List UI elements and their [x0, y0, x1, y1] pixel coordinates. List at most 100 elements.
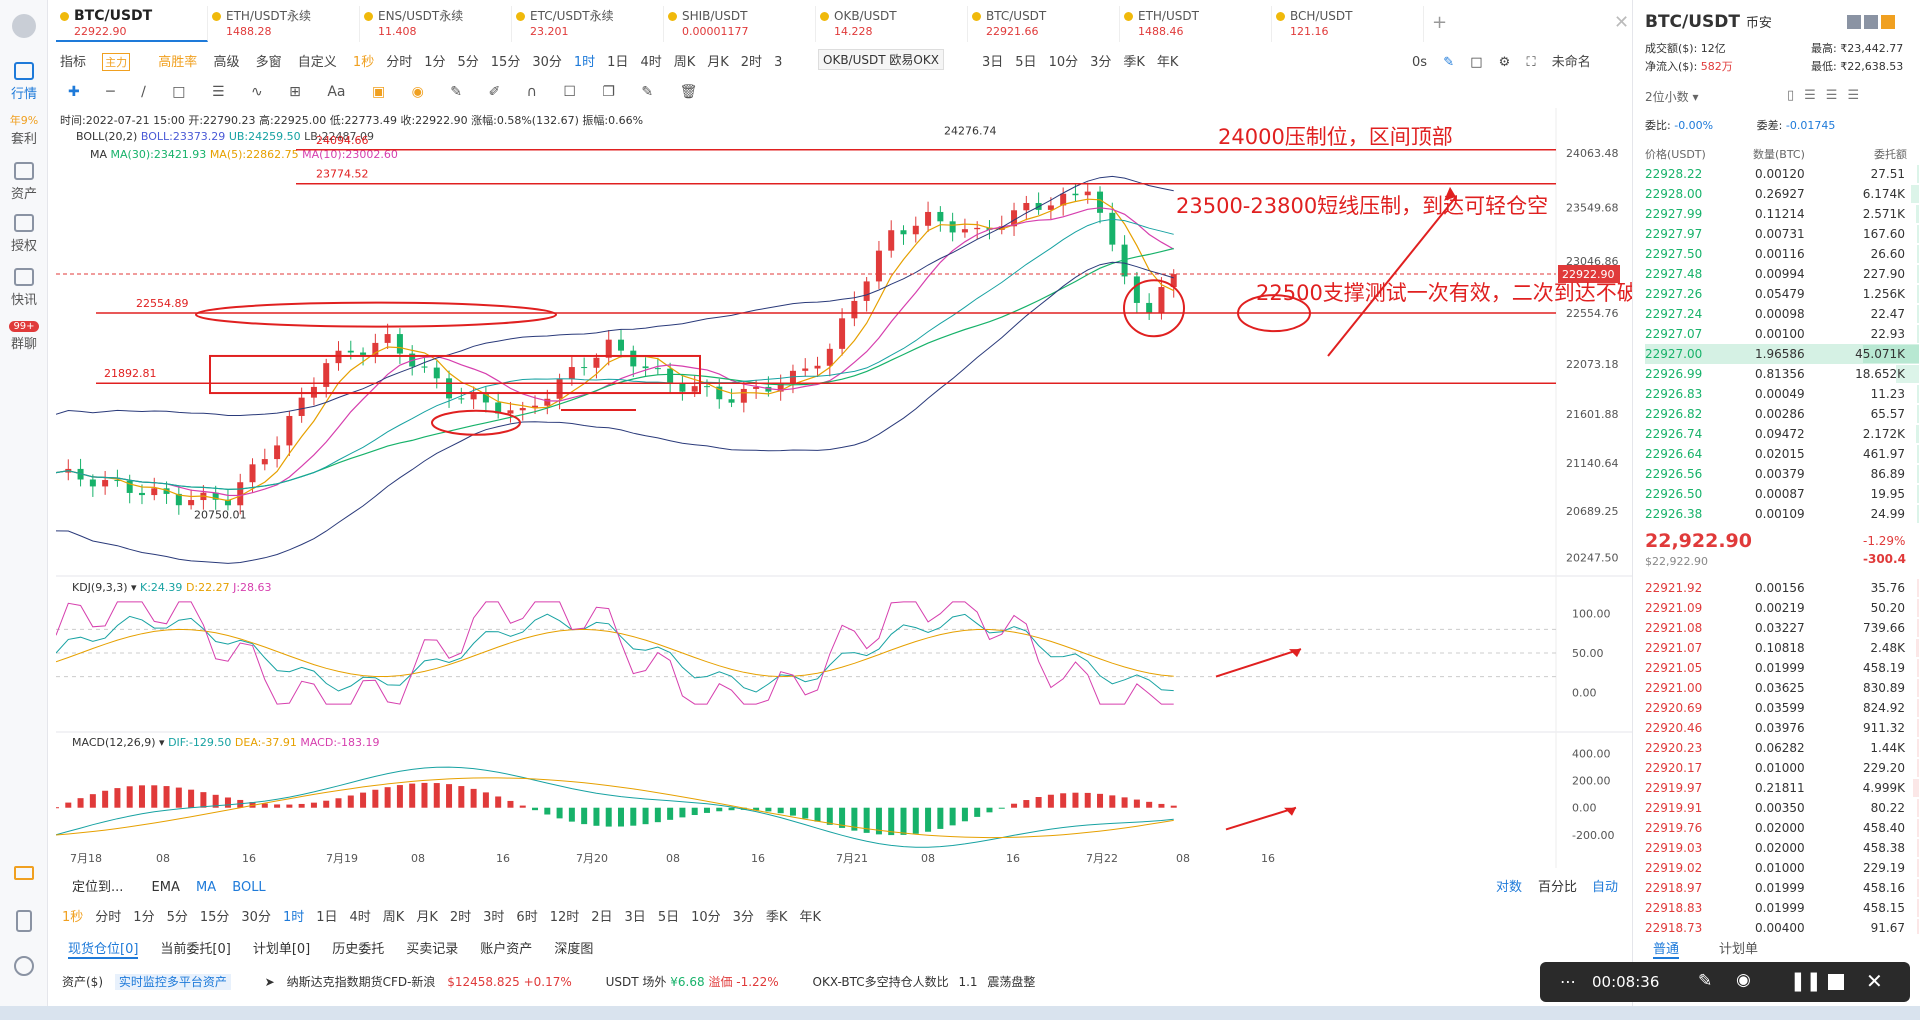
candle-body[interactable] — [1121, 244, 1128, 277]
lock-tool-icon[interactable]: ☐ — [563, 84, 576, 100]
interval-option[interactable]: 周K — [673, 55, 696, 70]
copy-tool-icon[interactable]: ❐ — [602, 84, 615, 100]
bid-row[interactable]: 22918.73 0.00400 91.67 — [1645, 918, 1919, 934]
interval-option[interactable]: 2时 — [740, 55, 763, 70]
candle-body[interactable] — [1072, 193, 1079, 196]
candle-body[interactable] — [691, 386, 698, 392]
candle-body[interactable] — [151, 488, 158, 496]
pair-tab[interactable]: OKB/USDT 14.228 — [816, 6, 968, 42]
candle-body[interactable] — [126, 480, 133, 493]
ask-row[interactable]: 22928.00 0.26927 6.174K — [1645, 184, 1919, 204]
candle-body[interactable] — [286, 415, 293, 446]
stop-icon[interactable] — [1828, 974, 1844, 990]
candle-body[interactable] — [1084, 191, 1091, 196]
candle-body[interactable] — [949, 221, 956, 233]
pair-tab[interactable]: BTC/USDT 22921.66 — [968, 6, 1120, 42]
candle-body[interactable] — [802, 368, 809, 371]
candle-body[interactable] — [839, 318, 846, 349]
interval-option[interactable]: 5分 — [166, 910, 188, 925]
bid-row[interactable]: 22920.17 0.01000 229.20 — [1645, 758, 1919, 778]
candle-body[interactable] — [1133, 276, 1140, 303]
ask-row[interactable]: 22926.56 0.00379 86.89 — [1645, 464, 1919, 484]
interval-option[interactable]: 12时 — [549, 910, 580, 925]
fib-tool-icon[interactable]: ▣ — [371, 84, 386, 100]
pair-tab[interactable]: SHIB/USDT 0.00001177 — [664, 6, 816, 42]
decimals-select[interactable]: 2位小数 ▾ — [1645, 90, 1699, 104]
tab-plan[interactable]: 计划单 — [1719, 942, 1759, 957]
ask-row[interactable]: 22927.48 0.00994 227.90 — [1645, 264, 1919, 284]
interval-option[interactable]: 1日 — [316, 910, 338, 925]
candle-body[interactable] — [224, 499, 231, 506]
candle-body[interactable] — [175, 493, 182, 506]
nav-market[interactable]: 行情 — [0, 62, 48, 102]
candle-body[interactable] — [777, 382, 784, 392]
pair-tab[interactable]: BTC/USDT 22922.90 — [56, 6, 208, 42]
log-scale-button[interactable]: 对数 — [1496, 880, 1523, 895]
bottom-tab[interactable]: 历史委托 — [332, 942, 385, 957]
tab-normal[interactable]: 普通 — [1653, 938, 1680, 959]
candle-body[interactable] — [740, 388, 747, 403]
ask-row[interactable]: 22926.83 0.00049 11.23 — [1645, 384, 1919, 404]
close-icon[interactable]: ✕ — [1866, 969, 1883, 993]
magnet-tool-icon[interactable]: ∩ — [526, 84, 537, 100]
candle-body[interactable] — [851, 300, 858, 319]
ask-row[interactable]: 22927.24 0.00098 22.47 — [1645, 304, 1919, 324]
test-ellipse-2[interactable] — [1237, 294, 1311, 333]
candle-body[interactable] — [1170, 274, 1177, 288]
candle-body[interactable] — [863, 281, 870, 301]
orderbook-view-icons[interactable]: ▯☰☰☰ — [1787, 88, 1870, 103]
candle-body[interactable] — [925, 211, 932, 226]
nav-auth[interactable]: 授权 — [0, 214, 48, 254]
candle-body[interactable] — [630, 350, 637, 367]
candle-body[interactable] — [89, 479, 96, 487]
phone-icon[interactable] — [16, 910, 32, 932]
interval-option[interactable]: 15分 — [199, 910, 230, 925]
candle-body[interactable] — [679, 383, 686, 392]
interval-option[interactable]: 1时 — [573, 55, 596, 70]
interval-option[interactable]: 5日 — [1015, 55, 1037, 70]
indicator-button[interactable]: 指标 主力 — [60, 51, 142, 71]
candle-body[interactable] — [1023, 203, 1030, 211]
ema-toggle[interactable]: EMA — [151, 880, 180, 895]
ask-row[interactable]: 22927.26 0.05479 1.256K — [1645, 284, 1919, 304]
multi-window-button[interactable]: 多窗 — [255, 55, 282, 70]
candle-body[interactable] — [1146, 302, 1153, 313]
interval-option[interactable]: 3时 — [483, 910, 505, 925]
candle-body[interactable] — [188, 500, 195, 506]
locate-button[interactable]: 定位到... — [72, 880, 124, 895]
interval-option[interactable]: 5日 — [657, 910, 680, 925]
support-ellipse[interactable] — [431, 409, 521, 436]
measure-tool-icon[interactable]: ⊞ — [289, 84, 301, 100]
candle-body[interactable] — [212, 492, 219, 500]
candle-body[interactable] — [495, 402, 502, 414]
bid-row[interactable]: 22920.23 0.06282 1.44K — [1645, 738, 1919, 758]
bottom-tab[interactable]: 买卖记录 — [406, 942, 459, 957]
interval-option[interactable]: 30分 — [532, 55, 562, 70]
interval-option[interactable]: 4时 — [640, 55, 662, 70]
candlestick-chart[interactable]: 24063.48 23549.68 23046.86 22554.76 22073.18… — [56, 108, 1632, 868]
interval-option[interactable]: 周K — [382, 910, 405, 925]
bid-row[interactable]: 22921.09 0.00219 50.20 — [1645, 598, 1919, 618]
bid-row[interactable]: 22919.02 0.01000 229.19 — [1645, 858, 1919, 878]
interval-option[interactable]: 4时 — [349, 910, 371, 925]
candle-body[interactable] — [249, 464, 256, 483]
candle-body[interactable] — [826, 348, 833, 366]
interval-option[interactable]: 1秒 — [352, 55, 375, 70]
candle-body[interactable] — [507, 410, 514, 414]
tab-scroll-right-button[interactable]: ✕ — [1614, 12, 1630, 33]
candle-body[interactable] — [261, 459, 268, 465]
candle-body[interactable] — [814, 365, 821, 369]
bid-row[interactable]: 22920.46 0.03976 911.32 — [1645, 718, 1919, 738]
star-icon[interactable] — [1864, 15, 1878, 29]
candle-body[interactable] — [482, 394, 489, 403]
candle-body[interactable] — [593, 357, 600, 368]
interval-option[interactable]: 15分 — [490, 55, 521, 70]
interval-option[interactable]: 3分 — [732, 910, 754, 925]
trend-tool-icon[interactable]: ∕ — [141, 84, 146, 100]
test-ellipse-1[interactable] — [1123, 279, 1185, 338]
pattern-tool-icon[interactable]: ◉ — [411, 84, 424, 100]
auto-scale-button[interactable]: 自动 — [1592, 880, 1619, 895]
ask-row[interactable]: 22927.50 0.00116 26.60 — [1645, 244, 1919, 264]
more-icon[interactable]: ⋯ — [1560, 972, 1576, 991]
settings-icon[interactable] — [14, 956, 34, 976]
